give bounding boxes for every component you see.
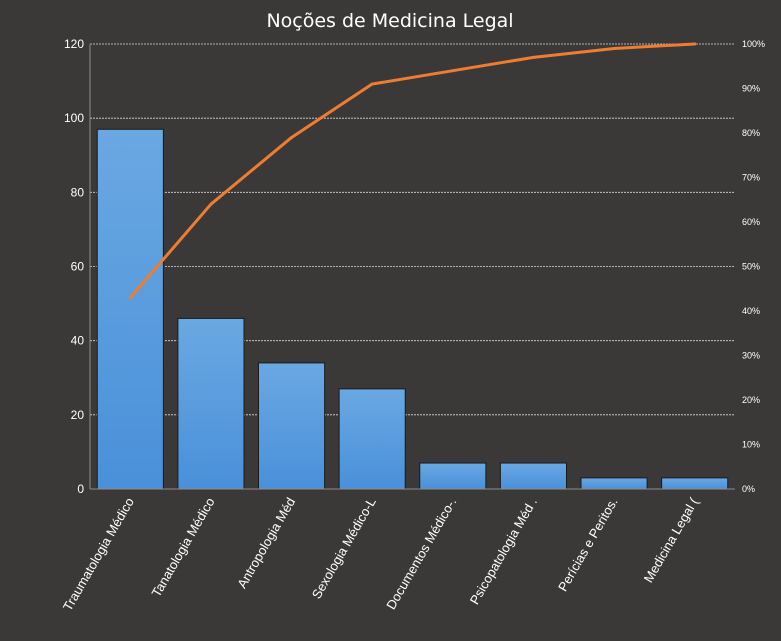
cumulative-line bbox=[128, 42, 697, 300]
bar bbox=[177, 317, 245, 490]
y-right-tick-label: 40% bbox=[742, 306, 760, 316]
bar bbox=[338, 388, 406, 490]
x-category-label: Perícias e Peritos. bbox=[555, 495, 621, 594]
x-category-label: Traumatologia Médico bbox=[60, 495, 137, 613]
y-right-tick-label: 90% bbox=[742, 84, 760, 94]
y-left-tick-label: 100 bbox=[64, 111, 84, 125]
bar bbox=[419, 462, 487, 490]
y-left-tick-label: 0 bbox=[77, 482, 84, 496]
line-point bbox=[370, 82, 374, 86]
bar bbox=[499, 462, 567, 490]
y-left-tick-label: 60 bbox=[71, 260, 85, 274]
axes: 0 20 40 60 80 100 120 0% 10% 20% 30% 40% 50% 60% 70% 80… bbox=[60, 37, 765, 613]
y-right-tick-label: 100% bbox=[742, 39, 765, 49]
x-category-label: Antropologia Méd bbox=[234, 495, 298, 591]
x-category-label: Tanatologia Médico bbox=[149, 495, 218, 600]
line-point bbox=[693, 42, 697, 46]
line-point bbox=[209, 202, 213, 206]
y-left-tick-label: 120 bbox=[64, 37, 84, 51]
line-point bbox=[128, 296, 132, 300]
x-category-label: Medicina Legal ( bbox=[641, 494, 702, 585]
y-right-tick-label: 80% bbox=[742, 128, 760, 138]
x-category-label: Documentos Médico-. bbox=[383, 495, 459, 612]
bar bbox=[258, 362, 326, 490]
x-category-label: Psicopatologia Méd . bbox=[467, 495, 540, 607]
y-right-tick-label: 70% bbox=[742, 173, 760, 183]
x-category-label: Sexologia Médico-L bbox=[309, 495, 379, 601]
cumulative-line-series bbox=[128, 42, 697, 300]
y-right-tick-label: 20% bbox=[742, 395, 760, 405]
bar-series bbox=[96, 128, 729, 490]
chart-title: Noções de Medicina Legal bbox=[266, 10, 513, 32]
y-right-tick-label: 60% bbox=[742, 217, 760, 227]
y-left-tick-label: 40 bbox=[71, 334, 85, 348]
y-right-tick-label: 50% bbox=[742, 262, 760, 272]
gridlines bbox=[90, 43, 735, 416]
y-right-tick-label: 10% bbox=[742, 440, 760, 450]
line-point bbox=[612, 46, 616, 50]
y-right-tick-label: 30% bbox=[742, 351, 760, 361]
bar bbox=[580, 477, 648, 490]
bar bbox=[661, 477, 729, 490]
y-left-tick-label: 20 bbox=[71, 408, 85, 422]
line-point bbox=[451, 69, 455, 73]
y-left-tick-label: 80 bbox=[71, 185, 85, 199]
bar bbox=[96, 128, 164, 490]
line-point bbox=[531, 55, 535, 59]
line-point bbox=[290, 135, 294, 139]
y-right-tick-label: 0% bbox=[742, 484, 755, 494]
